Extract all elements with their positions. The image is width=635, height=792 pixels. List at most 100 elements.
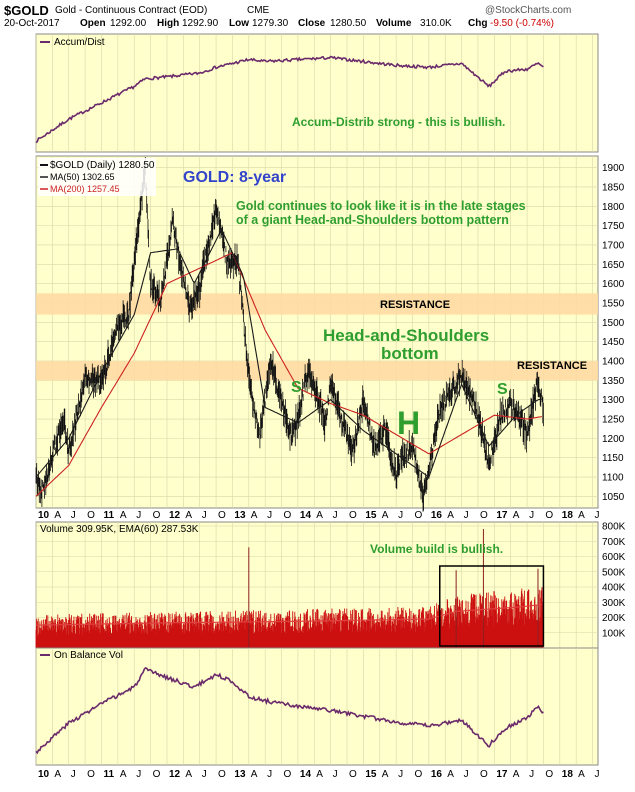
price-xtick-label: O: [414, 510, 422, 521]
price-ytick-label: 1400: [602, 357, 625, 368]
obv-xtick-label: A: [513, 769, 520, 780]
volume-ytick-label: 800K: [602, 522, 626, 533]
price-xtick-label: J: [202, 510, 207, 521]
accum-dist-panel: [35, 33, 599, 153]
price-xtick-label: O: [545, 510, 553, 521]
price-ytick-label: 1650: [602, 260, 625, 271]
price-ytick-label: 1300: [602, 395, 625, 406]
price-ytick-label: 1350: [602, 376, 625, 387]
high-value: 1292.90: [182, 18, 219, 29]
price-ytick-label: 1150: [602, 453, 624, 464]
close-label: Close: [298, 18, 326, 29]
obv-xtick-label: J: [71, 769, 76, 780]
price-xtick-label: O: [480, 510, 488, 521]
subtitle-line-2: of a giant Head-and-Shoulders bottom pat…: [236, 213, 509, 227]
volume-ytick-label: 600K: [602, 552, 626, 563]
volume-annotation: Volume build is bullish.: [370, 542, 503, 556]
obv-line: [35, 666, 544, 755]
price-xtick-label: O: [349, 510, 357, 521]
price-ytick-label: 1050: [602, 492, 625, 503]
resistance-band: [36, 293, 598, 315]
obv-xtick-label: A: [447, 769, 454, 780]
open-value: 1292.00: [110, 18, 147, 29]
price-xtick-label: A: [120, 510, 127, 521]
obv-xtick-label: A: [54, 769, 61, 780]
obv-xtick-label: J: [595, 769, 600, 780]
price-xtick-label: 16: [431, 510, 443, 521]
obv-xtick-label: O: [87, 769, 95, 780]
obv-xtick-label: A: [120, 769, 127, 780]
date-label: 20-Oct-2017: [4, 18, 60, 29]
resistance-label-lower: RESISTANCE: [517, 360, 587, 372]
obv-xtick-label: A: [316, 769, 323, 780]
chg-value: -9.50 (-0.74%): [490, 18, 554, 29]
watermark-label: @StockCharts.com: [485, 5, 572, 16]
obv-xtick-label: A: [578, 769, 585, 780]
price-ytick-label: 1750: [602, 221, 625, 232]
high-label: High: [157, 18, 180, 29]
price-xtick-label: O: [153, 510, 161, 521]
volume-ytick-label: 300K: [602, 598, 626, 609]
price-xtick-label: A: [251, 510, 258, 521]
volume-highlight-box: [439, 565, 545, 647]
price-xtick-label: 13: [234, 510, 246, 521]
low-value: 1279.30: [252, 18, 289, 29]
price-xtick-label: 12: [169, 510, 181, 521]
price-ytick-label: 1250: [602, 415, 625, 426]
price-xtick-label: J: [595, 510, 600, 521]
price-xtick-label: 14: [300, 510, 312, 521]
accum-dist-annotation: Accum-Distrib strong - this is bullish.: [292, 115, 505, 129]
left-shoulder-label: S: [291, 379, 302, 396]
obv-xtick-label: J: [333, 769, 338, 780]
obv-xtick-label: J: [136, 769, 141, 780]
price-ytick-label: 1800: [602, 202, 625, 213]
volume-ema-line: [36, 603, 542, 626]
price-chart-title: GOLD: 8-year: [183, 169, 286, 186]
price-xtick-label: 11: [103, 510, 114, 521]
volume-label: Volume: [376, 18, 412, 29]
obv-xtick-label: 15: [365, 769, 377, 780]
price-xtick-label: A: [513, 510, 520, 521]
exchange-label: CME: [247, 5, 270, 16]
obv-xtick-label: 12: [169, 769, 181, 780]
volume-ytick-label: 500K: [602, 567, 626, 578]
price-ytick-label: 1200: [602, 434, 625, 445]
subtitle-line-1: Gold continues to look like it is in the…: [236, 199, 526, 213]
obv-xtick-label: 17: [496, 769, 508, 780]
obv-xtick-label: A: [251, 769, 258, 780]
symbol-label: $GOLD: [4, 3, 49, 18]
accum-dist-line: [35, 55, 544, 144]
obv-xtick-label: A: [382, 769, 389, 780]
price-xtick-label: A: [578, 510, 585, 521]
ma50-legend-label: MA(50) 1302.65: [50, 172, 115, 182]
obv-panel: [35, 647, 599, 766]
price-xtick-label: J: [529, 510, 534, 521]
price-ytick-label: 1100: [602, 473, 624, 484]
obv-xtick-label: 10: [38, 769, 50, 780]
right-shoulder-label: S: [497, 381, 508, 398]
obv-xtick-label: J: [267, 769, 272, 780]
price-xtick-label: J: [464, 510, 469, 521]
ma50-line: [35, 229, 542, 478]
price-xtick-label: A: [185, 510, 192, 521]
volume-ytick-label: 200K: [602, 613, 626, 624]
price-xtick-label: J: [136, 510, 141, 521]
price-xtick-label: 17: [496, 510, 508, 521]
price-ytick-label: 1700: [602, 240, 625, 251]
accum-dist-legend-label: Accum/Dist: [54, 37, 105, 48]
obv-xtick-label: O: [349, 769, 357, 780]
price-xtick-label: A: [382, 510, 389, 521]
obv-xtick-label: 13: [234, 769, 246, 780]
price-xtick-label: O: [218, 510, 226, 521]
obv-xtick-label: J: [464, 769, 469, 780]
price-ytick-label: 1550: [602, 298, 625, 309]
price-xtick-label: J: [398, 510, 403, 521]
price-panel: [35, 155, 599, 509]
price-xtick-label: A: [316, 510, 323, 521]
obv-xtick-label: O: [414, 769, 422, 780]
obv-xtick-label: O: [153, 769, 161, 780]
obv-xtick-label: O: [284, 769, 292, 780]
price-ytick-label: 1500: [602, 318, 625, 329]
volume-value: 310.0K: [420, 18, 452, 29]
